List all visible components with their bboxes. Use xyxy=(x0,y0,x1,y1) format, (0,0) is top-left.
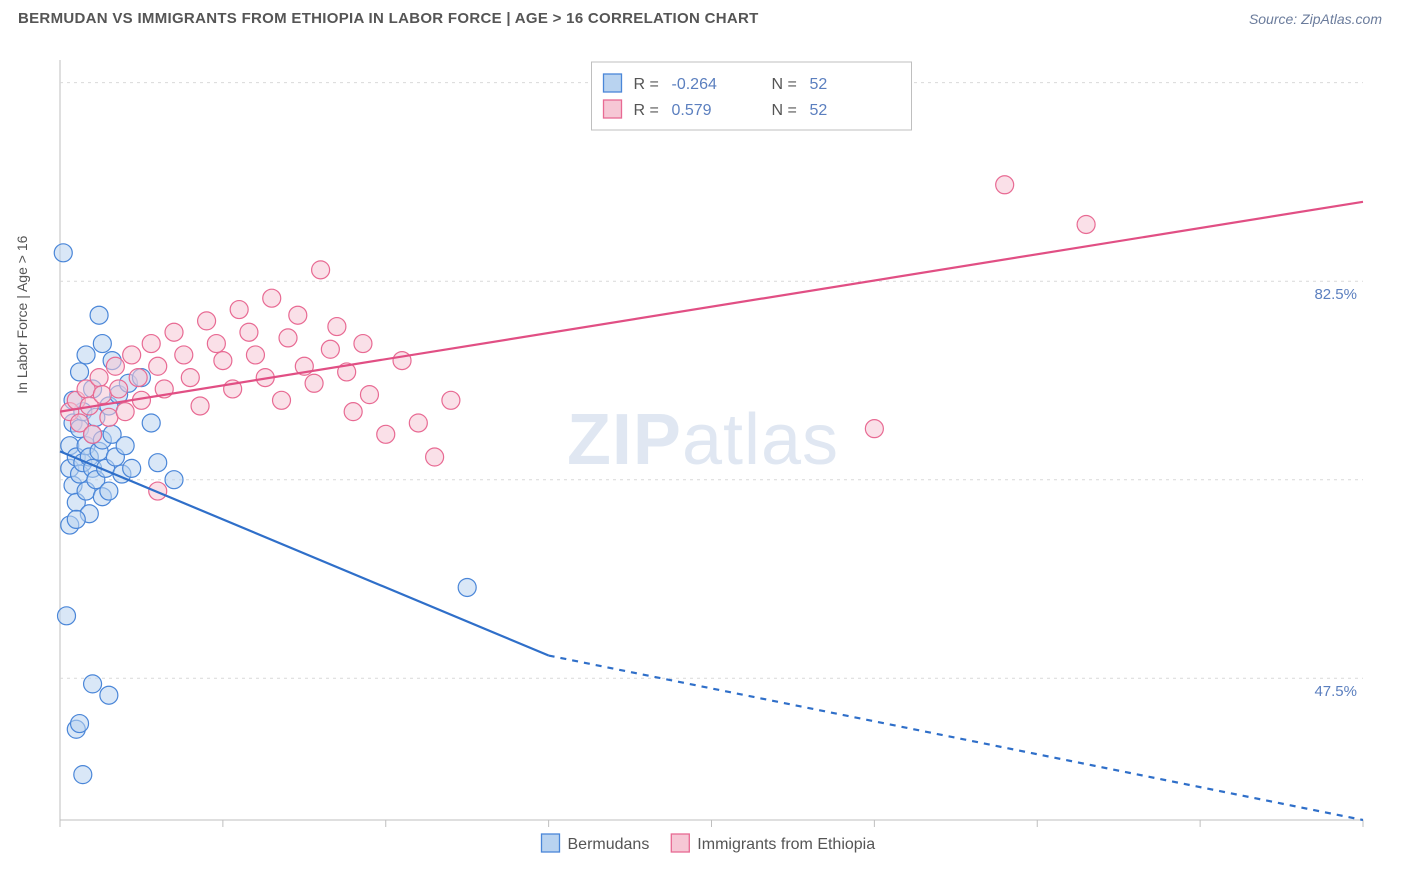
trend-line xyxy=(60,202,1363,412)
data-point xyxy=(360,386,378,404)
data-point xyxy=(279,329,297,347)
data-point xyxy=(90,369,108,387)
data-point xyxy=(409,414,427,432)
chart-container: In Labor Force | Age > 16 ZIPatlas 47.5%… xyxy=(18,40,1388,874)
data-point xyxy=(100,408,118,426)
data-point xyxy=(354,335,372,353)
data-point xyxy=(110,380,128,398)
legend-n-label: N = xyxy=(772,102,797,119)
data-point xyxy=(165,471,183,489)
legend-series-label: Bermudans xyxy=(568,836,650,853)
data-point xyxy=(377,425,395,443)
data-point xyxy=(74,766,92,784)
data-point xyxy=(305,374,323,392)
data-point xyxy=(426,448,444,466)
y-tick-label: 82.5% xyxy=(1314,286,1357,303)
data-point xyxy=(996,176,1014,194)
data-point xyxy=(116,403,134,421)
data-point xyxy=(71,363,89,381)
legend-swatch xyxy=(604,74,622,92)
data-point xyxy=(84,675,102,693)
data-point xyxy=(273,391,291,409)
correlation-legend xyxy=(592,62,912,130)
trend-line xyxy=(60,451,549,655)
data-point xyxy=(93,335,111,353)
legend-r-value: -0.264 xyxy=(672,76,717,93)
data-point xyxy=(240,323,258,341)
data-point xyxy=(100,686,118,704)
data-point xyxy=(207,335,225,353)
data-point xyxy=(191,397,209,415)
legend-n-value: 52 xyxy=(810,102,828,119)
legend-r-value: 0.579 xyxy=(672,102,712,119)
y-tick-label: 47.5% xyxy=(1314,683,1357,700)
data-point xyxy=(263,289,281,307)
data-point xyxy=(458,578,476,596)
trend-line-extrapolated xyxy=(549,656,1363,820)
data-point xyxy=(312,261,330,279)
data-point xyxy=(214,352,232,370)
legend-n-value: 52 xyxy=(810,76,828,93)
legend-series-label: Immigrants from Ethiopia xyxy=(697,836,875,853)
legend-r-label: R = xyxy=(634,102,659,119)
data-point xyxy=(142,414,160,432)
legend-swatch xyxy=(604,100,622,118)
source-attribution: Source: ZipAtlas.com xyxy=(1249,11,1382,27)
legend-swatch xyxy=(542,834,560,852)
data-point xyxy=(84,425,102,443)
data-point xyxy=(393,352,411,370)
data-point xyxy=(865,420,883,438)
chart-title: BERMUDAN VS IMMIGRANTS FROM ETHIOPIA IN … xyxy=(18,10,759,27)
data-point xyxy=(246,346,264,364)
data-point xyxy=(230,301,248,319)
data-point xyxy=(149,357,167,375)
data-point xyxy=(123,459,141,477)
data-point xyxy=(165,323,183,341)
data-point xyxy=(175,346,193,364)
data-point xyxy=(93,386,111,404)
data-point xyxy=(328,318,346,336)
data-point xyxy=(289,306,307,324)
data-point xyxy=(142,335,160,353)
scatter-chart: 47.5% 82.5% R = -0.264 N = 52 R = 0.579 N = 5… xyxy=(18,40,1388,874)
data-point xyxy=(100,482,118,500)
data-point xyxy=(442,391,460,409)
data-point xyxy=(90,306,108,324)
data-point xyxy=(181,369,199,387)
data-point xyxy=(149,454,167,472)
data-point xyxy=(321,340,339,358)
data-point xyxy=(71,715,89,733)
data-point xyxy=(106,357,124,375)
legend-r-label: R = xyxy=(634,76,659,93)
data-point xyxy=(129,369,147,387)
y-axis-label: In Labor Force | Age > 16 xyxy=(14,236,30,394)
data-point xyxy=(116,437,134,455)
data-point xyxy=(58,607,76,625)
data-point xyxy=(123,346,141,364)
legend-n-label: N = xyxy=(772,76,797,93)
legend-swatch xyxy=(671,834,689,852)
data-point xyxy=(54,244,72,262)
data-point xyxy=(67,510,85,528)
data-point xyxy=(77,346,95,364)
data-point xyxy=(344,403,362,421)
data-point xyxy=(1077,215,1095,233)
data-point xyxy=(198,312,216,330)
